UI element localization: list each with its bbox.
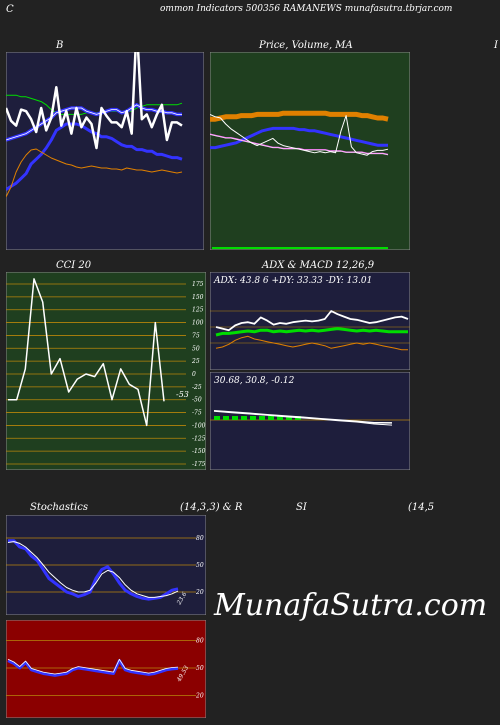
macd-histogram-bar [232,416,238,420]
page-title: ommon Indicators 500356 RAMANEWS munafas… [160,4,453,14]
rsi-signal-line [7,658,179,675]
macd-histogram-bar [214,416,220,420]
stoch-k-line [8,539,179,601]
adx-readout: ADX: 43.8 6 +DY: 33.33 -DY: 13.01 [214,276,373,286]
price-panel [210,52,410,250]
macd-chart [210,372,410,470]
price-chart [210,52,410,250]
header-left-letter: C [6,4,14,15]
cci-tick-label: -175 [192,461,206,468]
cci-title: CCI 20 [56,260,92,271]
price-close-line [210,113,389,156]
bb-title: B [56,40,64,51]
rsi-tick-label: 50 [196,665,204,672]
bollinger-panel [6,52,204,250]
watermark: MunafaSutra.com [214,588,488,623]
cci-tick-label: 75 [192,332,200,339]
rsi-title-params: (14,5 [408,502,435,513]
adx-minus-dy-line [215,335,408,351]
cci-tick-label: -25 [192,384,202,391]
macd-readout: 30.68, 30.8, -0.12 [214,376,295,386]
adx-plus-dy-line [215,310,409,332]
cci-tick-label: -75 [192,410,202,417]
stoch-tick-label: 80 [196,535,204,542]
macd-histogram-bar [277,416,283,420]
stoch-title-params: (14,3,3) & R [180,502,243,513]
cci-panel: 175 150 125 100 75 50 25 0 -25 -50 -75 -100 -125 -150… [6,272,206,470]
bb-lower-orange-line [6,148,183,198]
macd-histogram-bar [259,416,265,420]
bollinger-chart [6,52,204,250]
adx-line [215,327,408,337]
stoch-d-line [7,541,179,598]
cci-tick-label: -100 [192,422,206,429]
price-ma-pink-line [210,133,389,155]
macd-bg [210,372,410,470]
stoch-title: Stochastics [30,502,88,513]
rsi-panel: 80 50 20 49.53 [6,620,206,718]
cci-tick-label: 50 [192,345,200,352]
cci-tick-label: 150 [192,294,204,301]
price-ma-blue-line [210,126,388,150]
cci-tick-label: -50 [192,397,202,404]
cci-tick-label: -125 [192,435,206,442]
macd-histogram-bar [286,416,292,420]
stochastics-panel: 80 50 20 23.6 [6,515,206,615]
cci-tick-label: 125 [192,307,204,314]
cci-tick-label: 100 [192,320,204,327]
cci-tick-label: 25 [191,358,200,365]
cci-line [8,278,165,427]
cci-tick-label: -150 [192,448,206,455]
adx-panel: ADX: 43.8 6 +DY: 33.33 -DY: 13.01 [210,272,410,370]
macd-histogram-bar [223,416,229,420]
price-title: Price, Volume, MA [259,40,353,51]
macd-histogram-bar [268,416,274,420]
adx-title: ADX & MACD 12,26,9 [262,260,375,271]
cci-tick-label: 175 [192,281,204,288]
macd-histogram-bar [241,416,247,420]
bb-price-line [6,52,183,150]
cci-chart: 175 150 125 100 75 50 25 0 -25 -50 -75 -100 -125 -150… [6,272,206,470]
cci-bg [6,272,206,470]
cci-tick-label: 0 [192,371,196,378]
price-right-letter: I [494,40,498,51]
stoch-tick-label: 20 [195,589,204,596]
rsi-tick-label: 80 [196,637,204,644]
rsi-tick-label: 20 [195,693,204,700]
stoch-tick-label: 50 [196,562,204,569]
macd-line [213,409,393,424]
adx-chart [210,272,410,370]
macd-panel: 30.68, 30.8, -0.12 [210,372,410,470]
cci-value-label: -53 [176,390,189,399]
price-ma-orange-line [210,110,389,122]
rsi-title: SI [296,502,307,513]
macd-histogram-bar [250,416,256,420]
rsi-line [7,659,179,677]
price-bg [210,52,410,250]
bollinger-bg [6,52,204,250]
